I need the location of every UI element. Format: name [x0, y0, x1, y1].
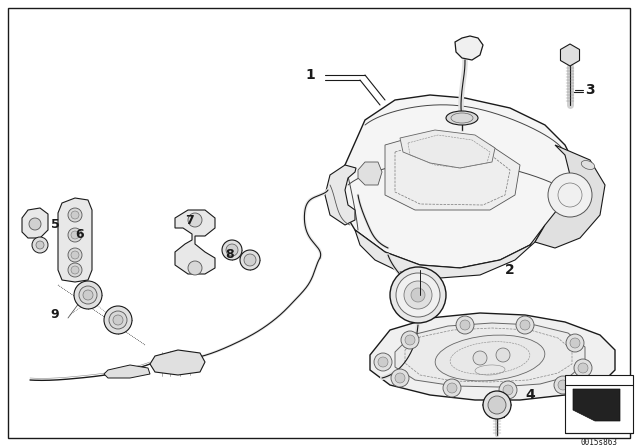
Circle shape	[71, 231, 79, 239]
Circle shape	[29, 218, 41, 230]
Polygon shape	[175, 210, 215, 274]
Circle shape	[226, 244, 238, 256]
Polygon shape	[358, 162, 382, 185]
Circle shape	[244, 254, 256, 266]
Circle shape	[68, 228, 82, 242]
Text: 4: 4	[525, 388, 535, 402]
Text: 5: 5	[51, 219, 60, 232]
Circle shape	[391, 369, 409, 387]
Circle shape	[578, 363, 588, 373]
Circle shape	[499, 381, 517, 399]
Polygon shape	[561, 44, 580, 66]
Text: 0015s863: 0015s863	[580, 438, 618, 447]
Circle shape	[104, 306, 132, 334]
Circle shape	[488, 396, 506, 414]
Polygon shape	[104, 365, 150, 378]
Circle shape	[374, 353, 392, 371]
Circle shape	[405, 335, 415, 345]
Text: 6: 6	[76, 228, 84, 241]
Text: 9: 9	[51, 309, 60, 322]
Circle shape	[548, 173, 592, 217]
Circle shape	[79, 286, 97, 304]
Polygon shape	[455, 36, 483, 60]
Circle shape	[570, 338, 580, 348]
Circle shape	[113, 315, 123, 325]
Circle shape	[188, 213, 202, 227]
Circle shape	[443, 379, 461, 397]
Polygon shape	[355, 225, 545, 278]
Circle shape	[240, 250, 260, 270]
Ellipse shape	[581, 160, 595, 169]
Circle shape	[68, 248, 82, 262]
Circle shape	[109, 311, 127, 329]
Circle shape	[71, 266, 79, 274]
Circle shape	[447, 383, 457, 393]
Circle shape	[404, 281, 432, 309]
Circle shape	[411, 288, 425, 302]
Bar	[565, 375, 633, 433]
Polygon shape	[58, 198, 92, 282]
Circle shape	[574, 359, 592, 377]
Circle shape	[554, 376, 572, 394]
Polygon shape	[22, 208, 48, 238]
Circle shape	[83, 290, 93, 300]
Circle shape	[503, 385, 513, 395]
Circle shape	[378, 357, 388, 367]
Text: 2: 2	[505, 263, 515, 277]
Circle shape	[456, 316, 474, 334]
Polygon shape	[370, 313, 615, 400]
Text: 3: 3	[585, 83, 595, 97]
Circle shape	[222, 240, 242, 260]
Circle shape	[496, 348, 510, 362]
Text: 1: 1	[305, 68, 315, 82]
Circle shape	[473, 351, 487, 365]
Polygon shape	[395, 323, 585, 387]
Circle shape	[32, 237, 48, 253]
Circle shape	[68, 208, 82, 222]
Circle shape	[71, 251, 79, 259]
Circle shape	[74, 281, 102, 309]
Circle shape	[516, 316, 534, 334]
Text: 7: 7	[186, 214, 195, 227]
Circle shape	[483, 391, 511, 419]
Ellipse shape	[446, 111, 478, 125]
Ellipse shape	[435, 335, 545, 381]
Circle shape	[396, 273, 440, 317]
Polygon shape	[325, 165, 356, 225]
Circle shape	[460, 320, 470, 330]
Text: 8: 8	[226, 249, 234, 262]
Polygon shape	[385, 135, 520, 210]
Circle shape	[558, 380, 568, 390]
Circle shape	[520, 320, 530, 330]
Circle shape	[566, 334, 584, 352]
Circle shape	[68, 263, 82, 277]
Polygon shape	[535, 145, 605, 248]
Circle shape	[401, 331, 419, 349]
Circle shape	[71, 211, 79, 219]
Polygon shape	[573, 389, 620, 421]
Polygon shape	[400, 130, 495, 168]
Polygon shape	[150, 350, 205, 375]
Polygon shape	[340, 95, 575, 268]
Circle shape	[188, 261, 202, 275]
Circle shape	[36, 241, 44, 249]
Circle shape	[390, 267, 446, 323]
Circle shape	[395, 373, 405, 383]
